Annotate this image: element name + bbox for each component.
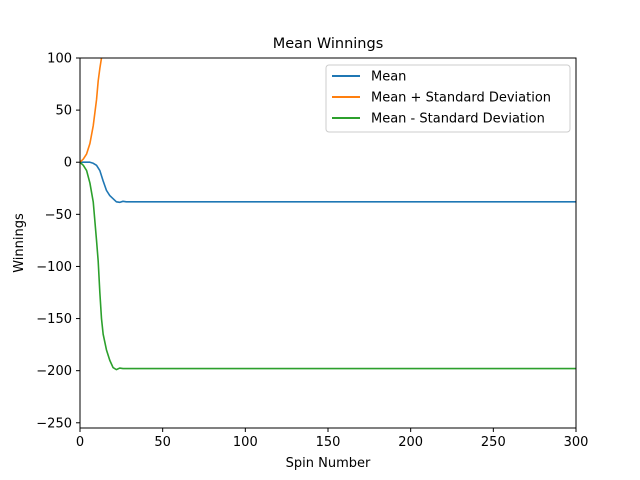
legend-label-mean-minus-sd: Mean - Standard Deviation: [371, 112, 545, 127]
series-line-mean-plus-sd: [80, 58, 103, 164]
y-tick-label: −100: [36, 260, 72, 275]
legend-label-mean-plus-sd: Mean + Standard Deviation: [371, 91, 551, 106]
y-tick-label: −250: [36, 416, 72, 431]
legend-box: [325, 64, 571, 133]
y-axis-ticks: 100 50 0 −50 −100 −150 −200 −250: [36, 52, 80, 431]
x-tick-label: 150: [316, 435, 341, 450]
x-tick-label: 100: [233, 435, 258, 450]
x-axis-label: Spin Number: [286, 456, 371, 471]
x-tick-label: 0: [76, 435, 84, 450]
x-axis-ticks: 0 50 100 150 200 250 300: [76, 428, 589, 450]
x-tick-label: 250: [481, 435, 506, 450]
x-tick-label: 50: [154, 435, 171, 450]
y-tick-label: 50: [55, 104, 72, 119]
legend-label-mean: Mean: [371, 70, 406, 85]
series-line-mean-minus-sd: [80, 161, 576, 371]
y-tick-label: −150: [36, 312, 72, 327]
y-axis-label: Winnings: [12, 213, 27, 273]
legend: Mean Mean + Standard Deviation Mean - St…: [325, 64, 571, 133]
y-tick-label: 0: [64, 156, 72, 171]
chart-title: Mean Winnings: [273, 36, 384, 52]
series-line-mean: [80, 161, 576, 204]
y-tick-label: −200: [36, 364, 72, 379]
x-tick-label: 200: [398, 435, 423, 450]
series-layer: [80, 58, 576, 371]
x-tick-label: 300: [564, 435, 589, 450]
y-tick-label: −50: [45, 208, 72, 223]
y-tick-label: 100: [47, 52, 72, 67]
